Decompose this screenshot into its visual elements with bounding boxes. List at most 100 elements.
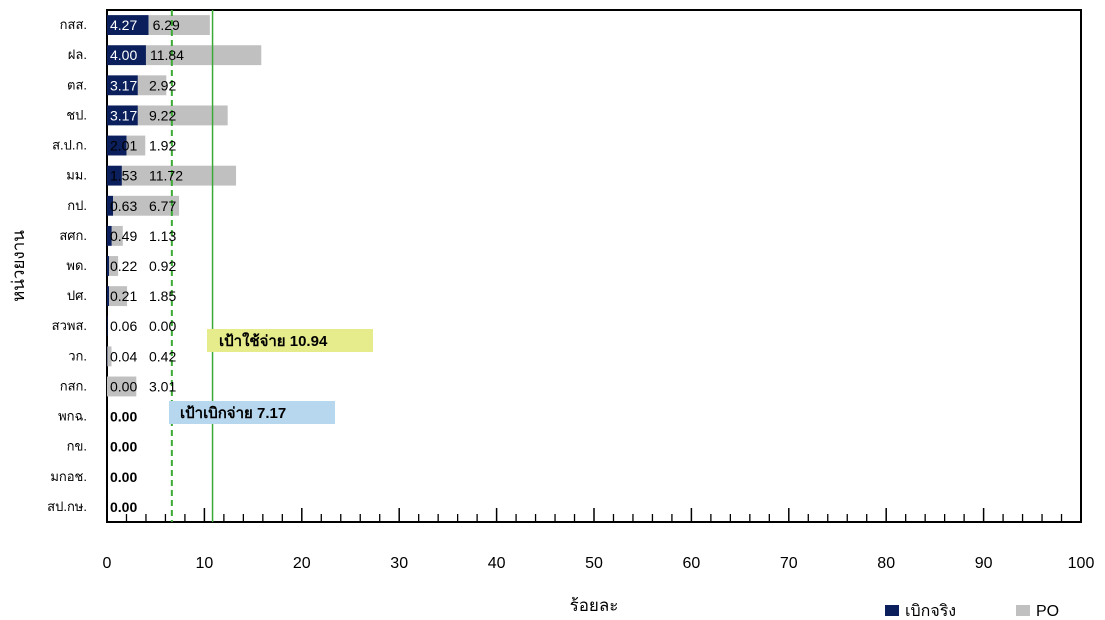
bar-actual xyxy=(107,256,110,276)
value-label-po: 11.72 xyxy=(149,168,183,184)
value-label-actual: 2.01 xyxy=(110,138,137,154)
x-tick-label: 0 xyxy=(103,555,112,572)
legend-swatch-po xyxy=(1016,605,1030,616)
category-label: วก. xyxy=(68,348,87,363)
category-label: กป. xyxy=(67,198,87,213)
bar-actual xyxy=(107,105,138,126)
bar-po xyxy=(111,225,123,246)
legend: เบิกจริง PO xyxy=(885,603,1059,620)
y-axis-title: หน่วยงาน xyxy=(9,230,28,302)
value-label-po: 1.92 xyxy=(149,138,176,154)
value-label-po: 0.92 xyxy=(149,258,176,274)
value-label-po: 1.13 xyxy=(149,228,176,244)
bar-po xyxy=(137,75,167,96)
value-label-actual: 3.17 xyxy=(110,107,137,123)
value-label-actual: 4.00 xyxy=(110,47,137,63)
x-tick-label: 50 xyxy=(585,555,603,572)
value-labels-layer: 4.27 6.29 4.00 11.84 3.17 2.92 3.17 9.22 2.01 1.9… xyxy=(110,17,184,515)
value-label-actual: 0.04 xyxy=(110,348,137,364)
category-label: สวพส. xyxy=(52,318,87,333)
disburse-target-label: เป้าเบิกจ่าย 7.17 xyxy=(180,404,286,422)
x-axis: 0 10 20 30 40 50 60 70 80 90 100 xyxy=(103,508,1095,572)
bar-po xyxy=(137,105,228,126)
value-label-actual: 3.17 xyxy=(110,77,137,93)
bar-actual xyxy=(107,286,110,307)
bar-actual xyxy=(107,45,146,66)
value-label-actual: 0.21 xyxy=(110,288,137,304)
x-tick-label: 30 xyxy=(390,555,408,572)
category-label: กสก. xyxy=(60,378,87,393)
bar-po xyxy=(121,165,237,186)
x-tick-label: 100 xyxy=(1068,555,1095,572)
category-label: สศก. xyxy=(59,228,87,243)
x-tick-label: 40 xyxy=(488,555,506,572)
bar-actual xyxy=(107,225,112,246)
value-label-po: 9.22 xyxy=(149,107,176,123)
value-label-po: 0.00 xyxy=(149,318,176,334)
bar-actual xyxy=(107,195,114,216)
bar-po xyxy=(148,15,210,35)
value-label-po: 2.92 xyxy=(149,77,176,93)
category-label: ฝล. xyxy=(68,47,87,62)
category-label: กข. xyxy=(67,439,87,454)
bar-po xyxy=(113,195,180,216)
bar-po xyxy=(107,346,112,367)
bar-actual xyxy=(107,135,127,156)
category-label: ส.ป.ก. xyxy=(52,138,87,153)
reference-lines-layer: เป้าใช้จ่าย 10.94 เป้าเบิกจ่าย 7.17 xyxy=(169,10,373,522)
x-axis-title: ร้อยละ xyxy=(570,596,619,615)
value-label-actual: 0.00 xyxy=(110,469,137,485)
bar-po xyxy=(145,45,262,66)
category-label: มกอช. xyxy=(50,469,87,484)
value-label-po: 1.85 xyxy=(149,288,176,304)
bar-po xyxy=(109,256,119,276)
value-label-actual: 0.63 xyxy=(110,198,137,214)
x-tick-label: 70 xyxy=(780,555,798,572)
bar-po xyxy=(107,376,137,397)
x-tick-label: 90 xyxy=(975,555,993,572)
category-label: พด. xyxy=(66,258,87,273)
category-label: ตส. xyxy=(67,77,87,92)
legend-swatch-actual xyxy=(885,605,899,616)
disburse-target-label-box xyxy=(169,401,335,424)
value-label-po: 11.84 xyxy=(150,47,184,63)
bar-po xyxy=(126,135,146,156)
value-label-actual: 4.27 xyxy=(110,17,137,33)
bar-actual xyxy=(107,316,108,337)
value-label-po: 0.42 xyxy=(149,348,176,364)
value-label-actual: 0.00 xyxy=(110,378,137,394)
x-tick-label: 20 xyxy=(293,555,311,572)
value-label-po: 6.77 xyxy=(149,198,176,214)
value-label-actual: 0.00 xyxy=(110,439,137,455)
value-label-actual: 0.06 xyxy=(110,318,137,334)
legend-label-actual: เบิกจริง xyxy=(905,603,956,620)
spend-target-label: เป้าใช้จ่าย 10.94 xyxy=(219,332,328,350)
category-labels-layer: กสส. ฝล. ตส. ชป. ส.ป.ก. มม. กป. สศก. พด. ปศ. สวพส.… xyxy=(47,17,87,514)
x-tick-label: 80 xyxy=(877,555,895,572)
bar-po xyxy=(109,286,128,307)
value-label-actual: 1.53 xyxy=(110,168,137,184)
value-label-actual: 0.00 xyxy=(110,499,137,515)
bar-actual xyxy=(107,75,138,96)
value-label-actual: 0.22 xyxy=(110,258,137,274)
category-label: สป.กษ. xyxy=(47,499,87,514)
bars-layer xyxy=(107,15,262,397)
x-tick-label: 10 xyxy=(196,555,214,572)
plot-area xyxy=(106,9,1082,523)
category-label: ปศ. xyxy=(67,288,87,303)
category-label: มม. xyxy=(66,168,87,183)
value-label-po: 3.01 xyxy=(149,378,176,394)
x-tick-label: 60 xyxy=(683,555,701,572)
value-label-actual: 0.00 xyxy=(110,409,137,425)
spend-target-label-box xyxy=(207,329,373,352)
category-label: ชป. xyxy=(66,107,87,122)
value-label-actual: 0.49 xyxy=(110,228,137,244)
bar-actual xyxy=(107,15,149,35)
category-label: กสส. xyxy=(60,17,87,32)
category-label: พกฉ. xyxy=(58,409,87,424)
legend-label-po: PO xyxy=(1036,603,1059,620)
value-label-po: 6.29 xyxy=(153,17,180,33)
bar-actual xyxy=(107,165,122,186)
